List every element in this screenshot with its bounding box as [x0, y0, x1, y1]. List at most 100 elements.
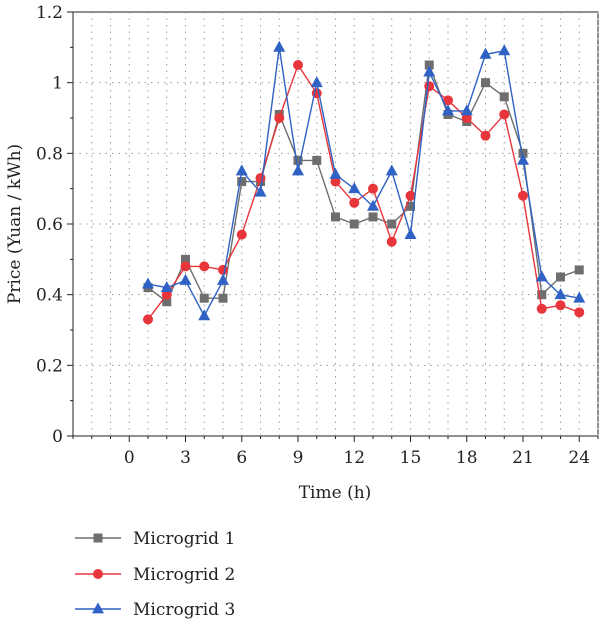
series-3-point [329, 167, 342, 179]
y-tick-label: 0.4 [36, 286, 63, 306]
series-3-point [160, 281, 173, 292]
series-3-point [535, 270, 548, 282]
legend-label: Microgrid 3 [133, 600, 235, 620]
x-tick-label: 24 [568, 448, 590, 468]
series-3-point [179, 273, 192, 285]
y-tick-label: 0.8 [36, 144, 63, 164]
legend-item-1: Microgrid 1 [75, 529, 235, 549]
series-3-point [442, 104, 454, 116]
legend-item-2: Microgrid 2 [75, 565, 235, 585]
series-3-point [554, 288, 567, 300]
x-tick-label: 3 [180, 448, 191, 468]
series-2-point [143, 314, 153, 325]
x-tick-label: 21 [512, 448, 534, 468]
series-2-point [236, 229, 247, 240]
y-tick-label: 0.2 [36, 356, 63, 376]
series-2-point [461, 113, 472, 123]
series-3-point [367, 199, 379, 211]
series-1-point [218, 293, 228, 303]
series-1-point [293, 155, 303, 165]
series-1-point [574, 265, 584, 275]
series-3-line [147, 47, 580, 318]
series-3-point [573, 291, 586, 303]
series-3-point [460, 104, 473, 116]
series-1-point [499, 92, 509, 102]
series-2-point [518, 190, 528, 201]
series-2-point [499, 109, 510, 120]
legend-marker [93, 569, 103, 579]
series-2-point [349, 197, 360, 208]
series-3-point [404, 228, 417, 239]
series-3-point [198, 309, 211, 321]
series-2-point [330, 176, 341, 187]
y-axis-label: Price (Yuan / kWh) [5, 144, 25, 304]
x-tick-label: 6 [236, 448, 247, 468]
series-2-point [480, 130, 491, 141]
series-2-point [218, 264, 228, 275]
series-2-point [405, 190, 416, 201]
x-tick-label: 9 [293, 448, 304, 468]
series-1-point [387, 219, 397, 229]
x-tick-label: 0 [124, 448, 135, 468]
y-tick-label: 1 [52, 74, 63, 94]
axis-ticks: 0 3 6 9 12 15 18 21 24 0 0.2 0.4 0.6 0.8 1 1.2 [36, 3, 599, 468]
series-3-point [479, 47, 492, 59]
series-3-point [310, 76, 323, 88]
plot-area [72, 11, 599, 437]
series-1-point [518, 148, 528, 158]
series-layer [142, 40, 586, 325]
series-1-point [556, 272, 565, 282]
series-2-point [161, 289, 172, 300]
series-2-point [555, 300, 566, 311]
series-3-point [423, 65, 436, 77]
series-1-point [406, 201, 415, 211]
legend-label: Microgrid 2 [133, 565, 235, 585]
series-2-point [199, 261, 210, 272]
legend-marker [92, 602, 104, 614]
series-2-point [443, 95, 453, 106]
series-2-point [255, 173, 266, 184]
series-1-point [312, 155, 322, 165]
series-2-point [386, 236, 397, 247]
series-3-point [498, 44, 511, 56]
legend-label: Microgrid 1 [133, 529, 235, 549]
x-axis-label: Time (h) [299, 483, 372, 503]
legend-item-3: Microgrid 3 [75, 600, 235, 620]
series-1-point [481, 78, 490, 88]
x-tick-label: 18 [456, 448, 478, 468]
series-3-point [273, 40, 286, 52]
series-1-point [424, 60, 434, 70]
series-1-point [181, 254, 190, 264]
series-2-point [424, 81, 435, 92]
series-2-point [274, 113, 285, 123]
y-tick-label: 1.2 [36, 3, 63, 23]
series-3 [142, 40, 586, 321]
x-tick-label: 12 [343, 448, 365, 468]
series-3-point [235, 164, 248, 176]
y-tick-label: 0.6 [36, 215, 63, 235]
series-2-point [293, 60, 303, 70]
series-1-point [331, 212, 340, 222]
series-3-point [385, 164, 398, 176]
series-1-point [349, 219, 359, 229]
series-3-point [217, 273, 229, 285]
legend: Microgrid 1 Microgrid 2 Microgrid 3 [75, 529, 235, 620]
series-1-point [368, 212, 378, 222]
series-3-point [254, 185, 267, 197]
series-3-point [348, 182, 361, 194]
series-3-point [292, 164, 304, 176]
series-2-point [536, 303, 547, 314]
series-2-point [574, 307, 585, 318]
legend-marker [93, 533, 103, 543]
series-3-point [517, 153, 529, 165]
y-tick-label: 0 [52, 427, 63, 447]
series-1-point [162, 297, 172, 307]
series-1-point [199, 293, 209, 303]
series-2-point [368, 183, 378, 194]
series-2 [143, 60, 585, 325]
series-3-point [142, 277, 154, 289]
series-1-point [237, 177, 247, 187]
series-2-point [180, 261, 191, 272]
